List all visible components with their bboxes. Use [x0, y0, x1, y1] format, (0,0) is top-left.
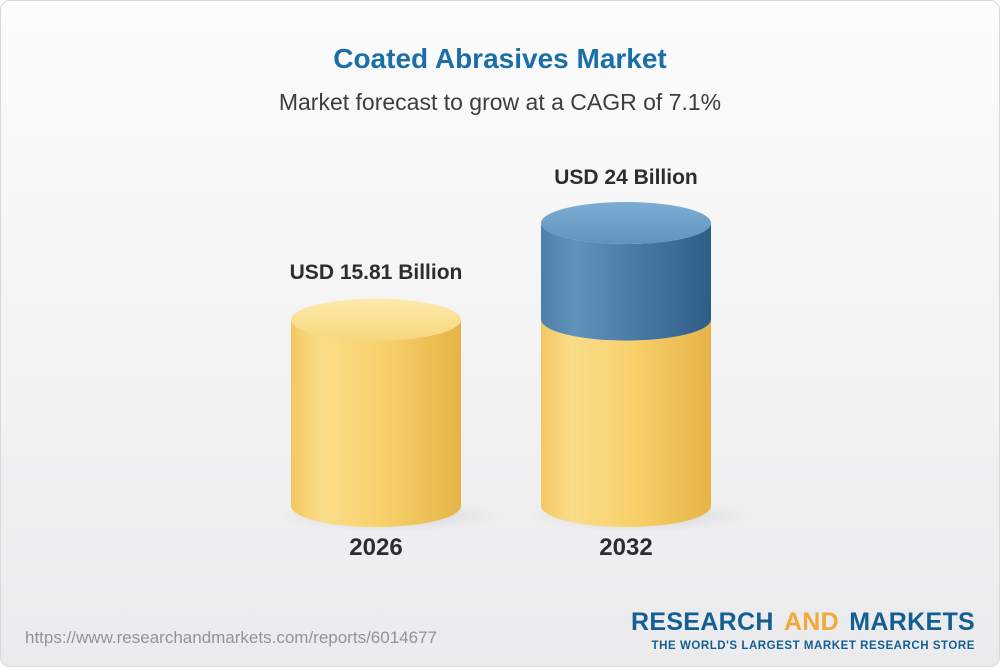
- category-label-2032: 2032: [599, 534, 653, 561]
- logo-wordmark: RESEARCH AND MARKETS: [631, 608, 975, 637]
- category-label-2026: 2026: [349, 534, 403, 561]
- bars-group: [279, 202, 751, 532]
- logo-word-and: AND: [783, 608, 840, 636]
- cylinder-shadow: [529, 500, 751, 532]
- cylinder-shadow: [279, 500, 501, 532]
- report-url-link[interactable]: https://www.researchandmarkets.com/repor…: [25, 628, 437, 647]
- cylinder-segment-gold: [291, 319, 461, 527]
- research-and-markets-logo: RESEARCH AND MARKETS THE WORLD'S LARGEST…: [631, 608, 975, 652]
- cylinder-segment-blue: [541, 223, 711, 341]
- page-title: Coated Abrasives Market: [333, 43, 667, 74]
- logo-word-markets: MARKETS: [849, 608, 975, 636]
- cylinder-segment-gold: [541, 319, 711, 527]
- page-subtitle: Market forecast to grow at a CAGR of 7.1…: [278, 89, 722, 115]
- logo-word-research: RESEARCH: [631, 608, 774, 636]
- cylinder-top: [291, 298, 461, 341]
- value-label-2032: USD 24 Billion: [554, 166, 698, 189]
- logo-tagline: THE WORLD'S LARGEST MARKET RESEARCH STOR…: [651, 640, 975, 652]
- cylinder-top: [541, 202, 711, 244]
- value-label-2026: USD 15.81 Billion: [289, 261, 463, 284]
